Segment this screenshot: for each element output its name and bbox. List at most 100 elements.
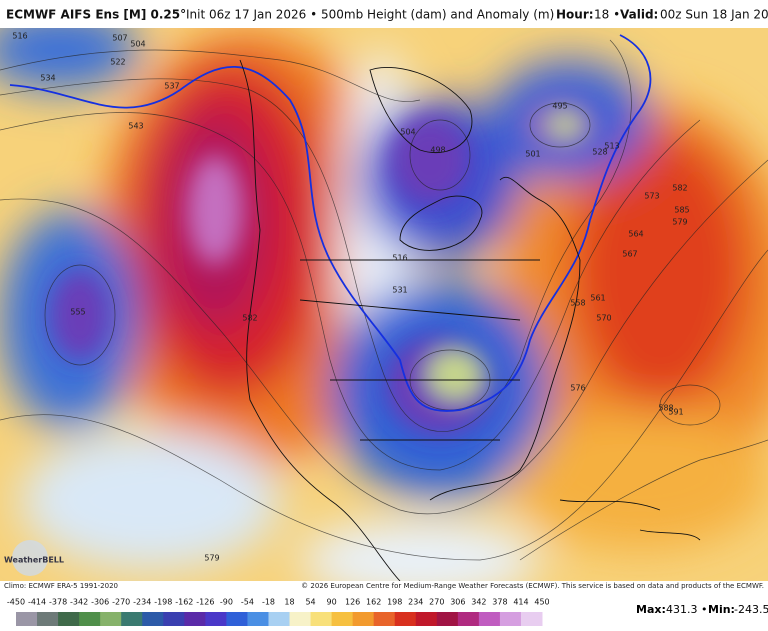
colorbar-tick-label: -126 bbox=[196, 598, 214, 607]
colorbar-swatch bbox=[457, 612, 480, 626]
colorbar-tick-label: -198 bbox=[154, 598, 172, 607]
colorbar: -450 -414 -378 -342 -306 -270 -234 -198 -162 -126… bbox=[7, 598, 550, 626]
colorbar-tick-label: 18 bbox=[284, 598, 294, 607]
colorbar-tick-label: -162 bbox=[175, 598, 193, 607]
contour-label: 555 bbox=[70, 308, 85, 317]
product-description: Init 06z 17 Jan 2026 • 500mb Height (dam… bbox=[186, 8, 554, 22]
colorbar-tick-label: -450 bbox=[7, 598, 25, 607]
max-label: Max: bbox=[636, 603, 666, 616]
height-contours bbox=[0, 34, 768, 561]
colorbar-swatch bbox=[142, 612, 164, 626]
contour-label: 582 bbox=[672, 184, 687, 193]
valid-label: Valid: bbox=[620, 8, 658, 22]
colorbar-tick-label: 450 bbox=[534, 598, 549, 607]
colorbar-tick-label: -90 bbox=[220, 598, 233, 607]
copyright: © 2026 European Centre for Medium-Range … bbox=[301, 582, 764, 590]
colorbar-tick-label: 378 bbox=[492, 598, 507, 607]
contour-label: 522 bbox=[110, 58, 125, 67]
colorbar-tick-label: 414 bbox=[513, 598, 528, 607]
colorbar-swatch bbox=[205, 612, 227, 626]
contour-labels: 516 5075045225345375435555825315165044984… bbox=[12, 32, 689, 563]
contour-label: 579 bbox=[672, 218, 687, 227]
contour-label: 531 bbox=[392, 286, 407, 295]
colorbar-swatch bbox=[58, 612, 80, 626]
contour-label: 588 bbox=[658, 404, 673, 413]
contour-label: 495 bbox=[552, 102, 567, 111]
contour-label: 564 bbox=[628, 230, 643, 239]
contour-label: 513 bbox=[604, 142, 619, 151]
contour-540 bbox=[9, 34, 652, 412]
colorbar-swatch bbox=[100, 612, 122, 626]
coastlines bbox=[239, 59, 701, 581]
contour-label: 558 bbox=[570, 299, 585, 308]
colorbar-swatch bbox=[226, 612, 248, 626]
map: 516 5075045225345375435555825315165044984… bbox=[0, 28, 768, 581]
contour-label: 561 bbox=[590, 294, 605, 303]
colorbar-tick-label: 90 bbox=[327, 598, 337, 607]
colorbar-swatch bbox=[121, 612, 143, 626]
colorbar-tick-label: 342 bbox=[471, 598, 486, 607]
contour-label: 585 bbox=[674, 206, 689, 215]
colorbar-tick-label: 126 bbox=[345, 598, 360, 607]
colorbar-tick-label: -18 bbox=[262, 598, 275, 607]
colorbar-tick-label: 270 bbox=[429, 598, 444, 607]
contour-label: 534 bbox=[40, 74, 55, 83]
colorbar-swatch bbox=[499, 612, 522, 626]
colorbar-tick-label: 198 bbox=[387, 598, 402, 607]
contour-label: 504 bbox=[130, 40, 145, 49]
colorbar-tick-label: 162 bbox=[366, 598, 381, 607]
contour-label: 516 bbox=[392, 254, 407, 263]
watermark: WeatherBELL bbox=[4, 540, 64, 576]
colorbar-tick-label: 54 bbox=[305, 598, 315, 607]
watermark-text: WeatherBELL bbox=[4, 556, 64, 565]
contour-label: 516 bbox=[12, 32, 27, 41]
colorbar-swatch bbox=[184, 612, 206, 626]
colorbar-tick-label: 234 bbox=[408, 598, 423, 607]
colorbar-swatch bbox=[289, 612, 312, 626]
colorbar-swatch bbox=[163, 612, 185, 626]
contour-label: 498 bbox=[430, 146, 445, 155]
colorbar-tick-label: 306 bbox=[450, 598, 465, 607]
colorbar-tick-label: -306 bbox=[91, 598, 109, 607]
model-name: ECMWF AIFS Ens [M] 0.25° bbox=[6, 8, 186, 22]
colorbar-swatch bbox=[373, 612, 396, 626]
colorbar-swatch bbox=[310, 612, 333, 626]
contour-label: 528 bbox=[592, 148, 607, 157]
colorbar-tick-label: -54 bbox=[241, 598, 254, 607]
colorbar-swatch bbox=[79, 612, 101, 626]
contour-label: 591 bbox=[668, 408, 683, 417]
colorbar-swatch bbox=[331, 612, 354, 626]
colorbar-tick-label: -234 bbox=[133, 598, 151, 607]
hour-label: Hour: bbox=[556, 8, 594, 22]
colorbar-tick-label: -378 bbox=[49, 598, 67, 607]
colorbar-swatch bbox=[37, 612, 59, 626]
colorbar-tick-label: -342 bbox=[70, 598, 88, 607]
contour-label: 579 bbox=[204, 554, 219, 563]
colorbar-swatch bbox=[520, 612, 543, 626]
colorbar-swatch bbox=[478, 612, 501, 626]
colorbar-tick-label: -414 bbox=[28, 598, 46, 607]
contour-label: 582 bbox=[242, 314, 257, 323]
min-value: -243.5 bbox=[734, 603, 768, 616]
colorbar-tick-label: -270 bbox=[112, 598, 130, 607]
valid-time: 00z Sun 18 Jan 2026 bbox=[660, 8, 768, 22]
max-value: 431.3 • bbox=[666, 603, 707, 616]
colorbar-swatch bbox=[415, 612, 438, 626]
contour-label: 573 bbox=[644, 192, 659, 201]
contour-label: 504 bbox=[400, 128, 415, 137]
contour-label: 537 bbox=[164, 82, 179, 91]
contour-label: 501 bbox=[525, 150, 540, 159]
climo-note: Climo: ECMWF ERA-5 1991-2020 bbox=[4, 582, 118, 590]
contour-label: 507 bbox=[112, 34, 127, 43]
contour-label: 567 bbox=[622, 250, 637, 259]
contour-label: 543 bbox=[128, 122, 143, 131]
colorbar-swatch bbox=[247, 612, 269, 626]
contour-label: 576 bbox=[570, 384, 585, 393]
hour: 18 • bbox=[594, 8, 620, 22]
colorbar-swatch bbox=[268, 612, 291, 626]
contour-label: 570 bbox=[596, 314, 611, 323]
min-label: Min: bbox=[708, 603, 735, 616]
colorbar-swatch bbox=[352, 612, 375, 626]
colorbar-swatch bbox=[394, 612, 417, 626]
